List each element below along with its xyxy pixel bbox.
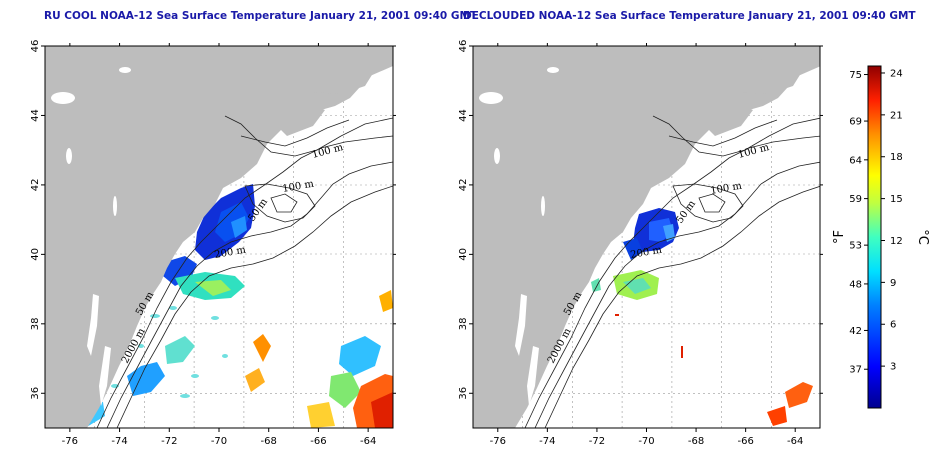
- lat-tick-label: 38: [30, 317, 41, 330]
- lon-tick-label: -72: [161, 436, 177, 447]
- celsius-tick-label: 21: [890, 110, 903, 121]
- map-title-left: RU COOL NOAA-12 Sea Surface Temperature …: [44, 10, 478, 22]
- lat-tick-label: 46: [458, 40, 469, 53]
- fahrenheit-tick-label: 37: [849, 365, 862, 376]
- lon-tick-label: -72: [589, 436, 605, 447]
- lat-tick-label: 40: [458, 248, 469, 261]
- celsius-tick-label: 15: [890, 194, 903, 205]
- fahrenheit-tick-label: 42: [849, 326, 862, 337]
- fahrenheit-tick-label: 48: [849, 279, 862, 290]
- fahrenheit-tick-label: 69: [849, 117, 862, 128]
- lon-tick-label: -70: [211, 436, 227, 447]
- map-panel-left: 100 m 100 m 50 m 200 m 50 m 2000 m -76 -7…: [30, 40, 396, 447]
- colorbar: 24 21 18 15 12 9 6 3 75 69 64 59 53 48 42 37 °F °C: [832, 65, 930, 409]
- celsius-tick-label: 18: [890, 152, 903, 163]
- fahrenheit-label: °F: [832, 230, 847, 244]
- lat-tick-label: 38: [458, 317, 469, 330]
- lon-tick-label: -66: [737, 436, 753, 447]
- lat-tick-label: 36: [30, 387, 41, 400]
- fahrenheit-tick-label: 64: [849, 155, 862, 166]
- lat-tick-label: 36: [458, 387, 469, 400]
- colorbar-gradient: [867, 65, 882, 409]
- lon-tick-label: -76: [490, 436, 506, 447]
- lon-tick-label: -68: [261, 436, 277, 447]
- celsius-tick-label: 12: [890, 236, 903, 247]
- lat-tick-label: 44: [30, 109, 41, 122]
- lat-tick-label: 44: [458, 109, 469, 122]
- lat-tick-label: 42: [30, 179, 41, 192]
- lon-tick-label: -74: [539, 436, 555, 447]
- lon-tick-label: -64: [360, 436, 376, 447]
- map-title-right: DECLOUDED NOAA-12 Sea Surface Temperatur…: [463, 10, 916, 22]
- celsius-tick-label: 3: [890, 362, 896, 373]
- lon-tick-label: -68: [688, 436, 704, 447]
- celsius-tick-label: 9: [890, 278, 896, 289]
- lat-tick-label: 46: [30, 40, 41, 53]
- lon-tick-label: -76: [62, 436, 78, 447]
- fahrenheit-tick-label: 59: [849, 194, 862, 205]
- map-panel-right: 100 m 100 m 50 m 200 m 50 m 2000 m -76 -7…: [458, 40, 823, 447]
- fahrenheit-tick-label: 53: [849, 241, 862, 252]
- lon-tick-label: -66: [310, 436, 326, 447]
- lon-tick-label: -64: [787, 436, 803, 447]
- lat-tick-label: 40: [30, 248, 41, 261]
- celsius-tick-label: 24: [890, 68, 903, 79]
- lon-tick-label: -74: [111, 436, 127, 447]
- celsius-tick-label: 6: [890, 320, 896, 331]
- lat-tick-label: 42: [458, 179, 469, 192]
- fahrenheit-tick-label: 75: [849, 70, 862, 81]
- lon-tick-label: -70: [638, 436, 654, 447]
- celsius-label: °C: [915, 229, 930, 245]
